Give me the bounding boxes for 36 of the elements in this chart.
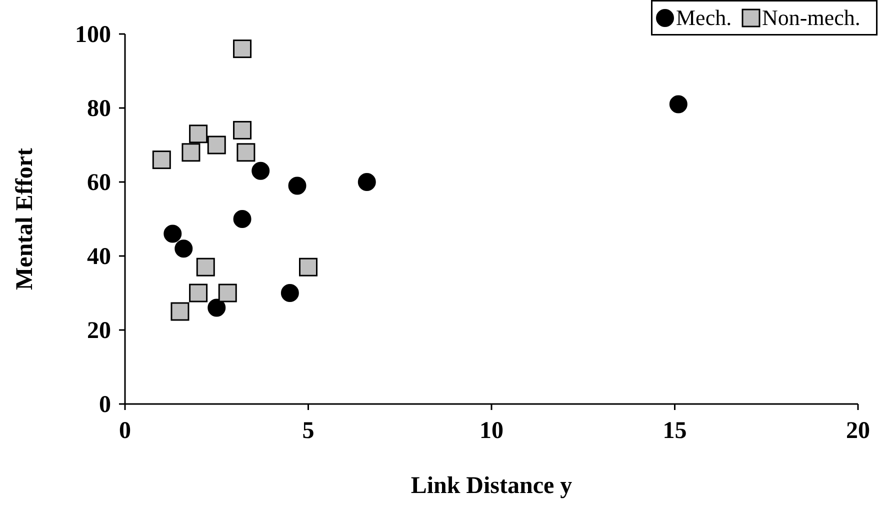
x-tick-label: 10: [480, 418, 504, 444]
point: [196, 258, 215, 276]
y-tick-label: 20: [87, 318, 111, 344]
x-axis-title: Link Distance y: [410, 473, 572, 499]
y-tick-label: 100: [75, 22, 111, 48]
point: [208, 298, 226, 317]
point: [218, 284, 237, 302]
y-tick-label: 80: [87, 96, 111, 122]
x-tick-label: 5: [302, 418, 314, 444]
point: [207, 136, 226, 154]
point: [174, 240, 193, 258]
point: [233, 40, 252, 58]
y-tick-label: 40: [87, 244, 111, 270]
point: [252, 162, 270, 180]
point: [189, 124, 208, 144]
point: [233, 120, 252, 140]
legend-label: Mech.: [676, 5, 732, 30]
y-tick-label: 60: [87, 170, 111, 196]
point: [189, 284, 208, 302]
point: [182, 143, 200, 162]
point: [669, 95, 688, 114]
point: [152, 150, 171, 170]
point: [288, 176, 306, 195]
point: [233, 210, 252, 228]
point: [358, 173, 376, 191]
x-tick-label: 20: [846, 418, 870, 444]
x-tick-label: 15: [662, 418, 687, 444]
point: [164, 224, 182, 243]
y-axis-title: Mental Effort: [12, 148, 38, 290]
point: [170, 302, 190, 321]
y-tick-label: 0: [99, 392, 111, 418]
legend-label: Non-mech.: [762, 5, 860, 30]
point: [236, 143, 256, 162]
point: [280, 284, 299, 302]
point: [299, 258, 318, 276]
x-tick-label: 0: [119, 418, 131, 444]
